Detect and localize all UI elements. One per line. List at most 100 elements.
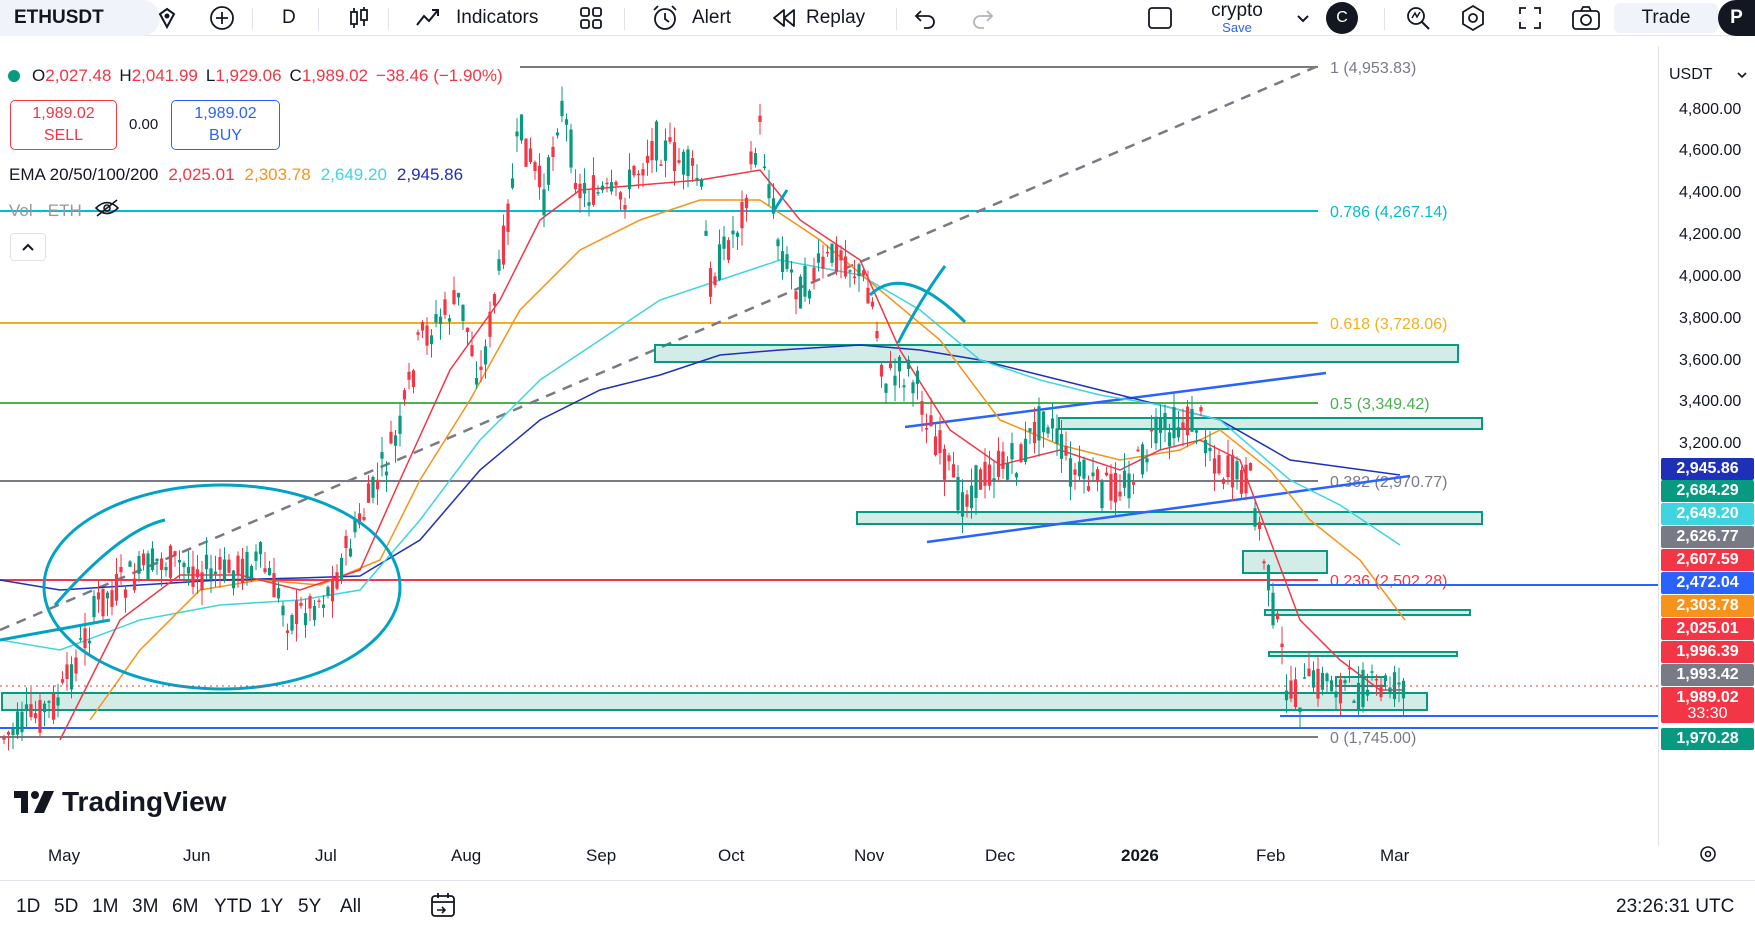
candle-body (209, 568, 213, 579)
candle-body (164, 567, 168, 571)
alert-button[interactable]: Alert (692, 7, 732, 28)
candle-body (533, 162, 537, 171)
range-button[interactable]: 6M (172, 896, 199, 917)
buy-button[interactable]: 1,989.02 BUY (171, 100, 280, 150)
candle-body (231, 570, 236, 589)
candle-body (137, 556, 141, 574)
interval-button[interactable]: D (282, 7, 296, 28)
close-value: 1,989.02 (301, 66, 369, 85)
candle-body (1050, 418, 1055, 429)
candle-body (951, 464, 956, 478)
candle-body (398, 415, 402, 434)
settings-gear-icon[interactable] (1458, 0, 1488, 36)
replay-button[interactable]: Replay (806, 7, 866, 28)
candles-chart-type-icon[interactable] (346, 0, 372, 36)
candle-body (969, 485, 974, 509)
compare-icon[interactable] (154, 0, 180, 36)
candle-body (1172, 407, 1176, 439)
fullscreen-icon[interactable] (1516, 0, 1544, 36)
range-button[interactable]: 1Y (260, 896, 284, 917)
quick-search-icon[interactable] (1404, 0, 1432, 36)
goto-date-icon[interactable] (428, 890, 458, 925)
range-button[interactable]: YTD (214, 896, 252, 917)
ema-legend[interactable]: EMA 20/50/100/200 2,025.01 2,303.78 2,64… (9, 165, 463, 185)
currency-selector[interactable]: USDT (1663, 60, 1753, 90)
candle-body (839, 250, 843, 261)
candle-body (1329, 680, 1334, 692)
candle-body (992, 478, 996, 482)
candle-body (11, 727, 15, 735)
undo-icon[interactable] (912, 0, 938, 36)
candle-body (1253, 508, 1257, 527)
utc-clock[interactable]: 23:26:31 UTC (1616, 896, 1735, 917)
candle-body (168, 545, 173, 578)
replay-icon[interactable] (770, 0, 798, 36)
candle-body (335, 572, 339, 589)
candle-body (1338, 679, 1343, 704)
symbol-name[interactable]: ETHUSDT (14, 7, 104, 28)
account-avatar[interactable]: C (1326, 0, 1358, 36)
zone-rectangle (856, 511, 1483, 525)
candle-body (105, 592, 110, 599)
fib-level-label: 0.236 (2,502.28) (1330, 573, 1447, 590)
candle-body (893, 375, 897, 386)
redo-icon[interactable] (970, 0, 996, 36)
time-axis-settings-icon[interactable] (1696, 842, 1720, 871)
camera-snapshot-icon[interactable] (1570, 0, 1602, 36)
buy-label: BUY (209, 127, 242, 144)
candle-body (479, 366, 483, 370)
drawn-brush-stroke (771, 189, 789, 213)
price-tag: 2,472.04 (1661, 572, 1754, 594)
indicators-button[interactable]: Indicators (456, 7, 539, 28)
candle-body (1266, 565, 1271, 591)
watermark-text: TradingView (62, 786, 227, 817)
candle-body (1217, 455, 1221, 474)
candle-body (933, 436, 938, 456)
candle-body (641, 169, 645, 176)
candle-body (272, 573, 276, 598)
templates-icon[interactable] (578, 0, 604, 36)
sell-button[interactable]: 1,989.02 SELL (10, 100, 117, 150)
add-symbol-icon[interactable] (208, 0, 236, 36)
range-button[interactable]: 5Y (298, 896, 322, 917)
chart-pane[interactable]: 1 (4,953.83) 0.786 (4,267.14) 0.618 (3,728… (0, 46, 1658, 846)
candle-body (159, 558, 164, 570)
range-button[interactable]: 1D (16, 896, 41, 917)
alert-clock-icon[interactable] (650, 0, 680, 36)
high-label: H (119, 66, 132, 85)
zone-rectangle (1268, 651, 1458, 657)
eye-hidden-icon[interactable] (94, 199, 120, 222)
candle-body (407, 371, 411, 380)
candle-body (735, 232, 740, 237)
range-button[interactable]: 5D (54, 896, 79, 917)
tradingview-watermark: TradingView (12, 786, 226, 818)
candle-body (191, 566, 195, 587)
candle-body (1149, 429, 1154, 432)
candle-body (132, 578, 137, 591)
low-label: L (205, 66, 216, 85)
price-chart[interactable]: 1 (4,953.83) 0.786 (4,267.14) 0.618 (3,728… (0, 46, 1658, 846)
trade-button[interactable]: Trade (1614, 3, 1718, 33)
range-button[interactable]: All (340, 896, 362, 917)
time-tick-label: 2026 (1121, 846, 1159, 865)
candle-body (506, 203, 510, 232)
indicators-icon[interactable] (414, 0, 442, 36)
time-tick-label: Nov (854, 846, 885, 865)
candle-body (1383, 675, 1388, 682)
candle-body (591, 175, 596, 205)
price-axis[interactable]: USDT 4,800.00 4,600.00 4,400.00 4,200.00 4,0… (1658, 46, 1755, 846)
collapse-legend-button[interactable] (10, 233, 46, 261)
candle-body (1284, 690, 1289, 701)
candle-body (312, 605, 317, 621)
candle-body (438, 316, 443, 325)
candle-body (240, 558, 245, 583)
layout-square-icon[interactable] (1146, 0, 1174, 36)
publish-button[interactable]: P (1718, 0, 1755, 36)
chevron-down-icon[interactable] (1296, 0, 1310, 36)
layout-name-block[interactable]: crypto Save (1180, 0, 1294, 36)
range-button[interactable]: 3M (132, 896, 159, 917)
range-button[interactable]: 1M (92, 896, 119, 917)
volume-legend[interactable]: Vol · ETH (9, 199, 120, 222)
price-tick-label: 3,400.00 (1679, 393, 1742, 411)
symbol-search-box[interactable] (0, 0, 160, 36)
